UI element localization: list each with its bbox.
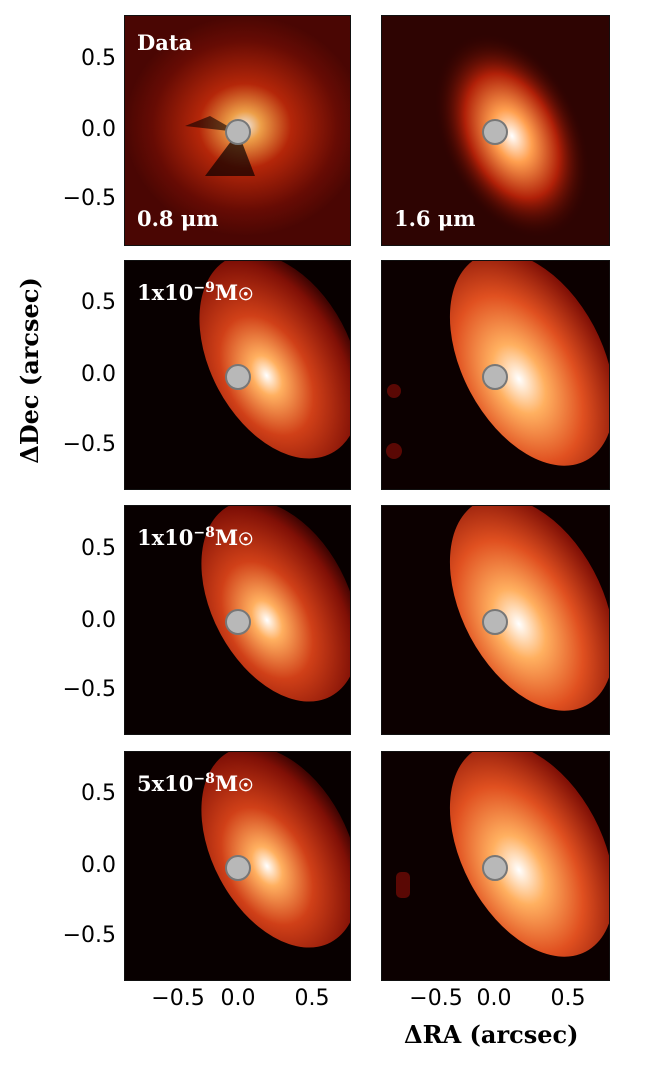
ytick-r3-0p0: 0.0 (81, 608, 116, 633)
panel-data-1p6um: 1.6 μm (381, 15, 610, 246)
model-3-prefix: 5x10 (137, 771, 194, 796)
y-axis-delta: Δ (14, 445, 44, 464)
panel-label-model-3: 5x10−8M☉ (137, 772, 253, 795)
image-model-1-1p6um (382, 261, 609, 489)
xtick-right-0p5: 0.5 (550, 986, 586, 1011)
coronagraph-mask (225, 364, 251, 390)
model-2-prefix: 1x10 (137, 525, 194, 550)
y-axis-label: ΔDec (arcsec) (15, 277, 44, 464)
panel-label-model-2: 1x10−8M☉ (137, 526, 253, 549)
coronagraph-mask (482, 364, 508, 390)
image-model-3-0p8um (125, 752, 350, 980)
x-axis-text: RA (arcsec) (422, 1020, 579, 1049)
ytick-r4-0p5: 0.5 (81, 781, 116, 806)
panel-label-data: Data (137, 30, 193, 55)
xtick-left-0p0: 0.0 (220, 986, 256, 1011)
coronagraph-mask (225, 609, 251, 635)
xtick-right-0p0: 0.0 (476, 986, 512, 1011)
ytick-r2-m0p5: −0.5 (62, 432, 116, 457)
panel-data-0p8um: Data 0.8 μm (124, 15, 351, 246)
panel-label-model-1: 1x10−9M☉ (137, 281, 253, 304)
ytick-r4-m0p5: −0.5 (62, 923, 116, 948)
coronagraph-mask (225, 855, 251, 881)
image-data-0p8um (125, 16, 350, 245)
image-model-1-0p8um (125, 261, 350, 489)
model-2-unit: M (214, 525, 239, 550)
model-1-unit: M (214, 280, 239, 305)
xtick-left-m0p5: −0.5 (151, 986, 205, 1011)
panel-label-wave-left: 0.8 μm (137, 206, 219, 231)
x-axis-delta: Δ (404, 1020, 423, 1049)
panel-model-2-1p6um (381, 505, 610, 735)
ytick-r4-0p0: 0.0 (81, 853, 116, 878)
model-3-exp: −8 (193, 771, 215, 787)
ytick-r1-0p5: 0.5 (81, 46, 116, 71)
model-1-exp: −9 (193, 280, 215, 296)
image-model-2-0p8um (125, 506, 350, 734)
model-2-exp: −8 (193, 525, 215, 541)
image-model-3-1p6um (382, 752, 609, 980)
ytick-r1-m0p5: −0.5 (62, 186, 116, 211)
coronagraph-mask (482, 609, 508, 635)
model-1-prefix: 1x10 (137, 280, 194, 305)
panel-model-1-1p6um (381, 260, 610, 490)
sun-symbol-icon: ☉ (238, 285, 254, 305)
coronagraph-mask (482, 119, 508, 145)
y-axis-text: Dec (arcsec) (14, 277, 44, 446)
coronagraph-mask (225, 119, 251, 145)
sun-symbol-icon: ☉ (238, 776, 254, 796)
sun-symbol-icon: ☉ (238, 530, 254, 550)
panel-model-1-0p8um: 1x10−9M☉ (124, 260, 351, 490)
panel-model-2-0p8um: 1x10−8M☉ (124, 505, 351, 735)
image-model-2-1p6um (382, 506, 609, 734)
ytick-r3-m0p5: −0.5 (62, 677, 116, 702)
xtick-left-0p5: 0.5 (294, 986, 330, 1011)
ytick-r2-0p0: 0.0 (81, 362, 116, 387)
ytick-r1-0p0: 0.0 (81, 117, 116, 142)
coronagraph-mask (482, 855, 508, 881)
image-data-1p6um (382, 16, 609, 245)
ytick-r2-0p5: 0.5 (81, 290, 116, 315)
x-axis-label: ΔRA (arcsec) (404, 1020, 578, 1049)
xtick-right-m0p5: −0.5 (409, 986, 463, 1011)
panel-model-3-0p8um: 5x10−8M☉ (124, 751, 351, 981)
model-3-unit: M (214, 771, 239, 796)
panel-model-3-1p6um (381, 751, 610, 981)
ytick-r3-0p5: 0.5 (81, 536, 116, 561)
panel-label-wave-right: 1.6 μm (394, 206, 476, 231)
